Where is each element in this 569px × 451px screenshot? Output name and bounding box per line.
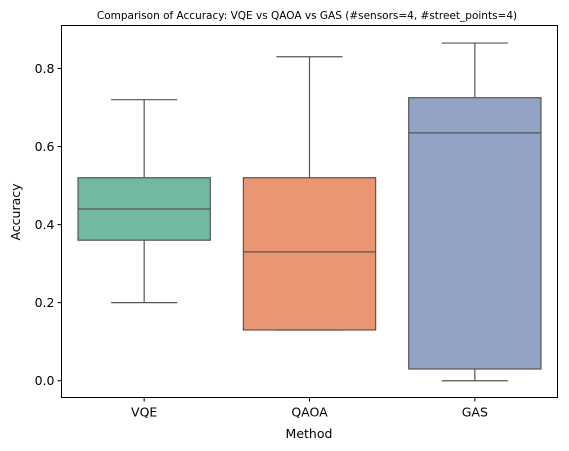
y-tick-label: 0.8	[35, 61, 55, 76]
plot-marks	[77, 42, 542, 382]
y-tick-label: 0.4	[35, 217, 55, 232]
x-tick-label-vqe: VQE	[131, 405, 157, 420]
x-tick-label-gas: GAS	[462, 405, 488, 420]
y-tick-label: 0.6	[35, 139, 55, 154]
y-tick-label: 0.0	[35, 373, 55, 388]
y-axis-title: Accuracy	[8, 183, 23, 241]
box-body-qaoa	[242, 177, 377, 331]
y-axis: 0.0 0.2 0.4 0.6 0.8	[35, 61, 62, 388]
x-axis: VQE QAOA GAS	[131, 397, 488, 420]
box-vqe	[77, 99, 211, 304]
box-qaoa	[242, 56, 377, 331]
x-axis-title: Method	[286, 426, 333, 441]
box-gas	[408, 42, 542, 382]
box-body-gas	[408, 97, 542, 370]
y-tick-label: 0.2	[35, 295, 55, 310]
chart-title: Comparison of Accuracy: VQE vs QAOA vs G…	[97, 10, 517, 22]
x-tick-label-qaoa: QAOA	[291, 405, 328, 420]
